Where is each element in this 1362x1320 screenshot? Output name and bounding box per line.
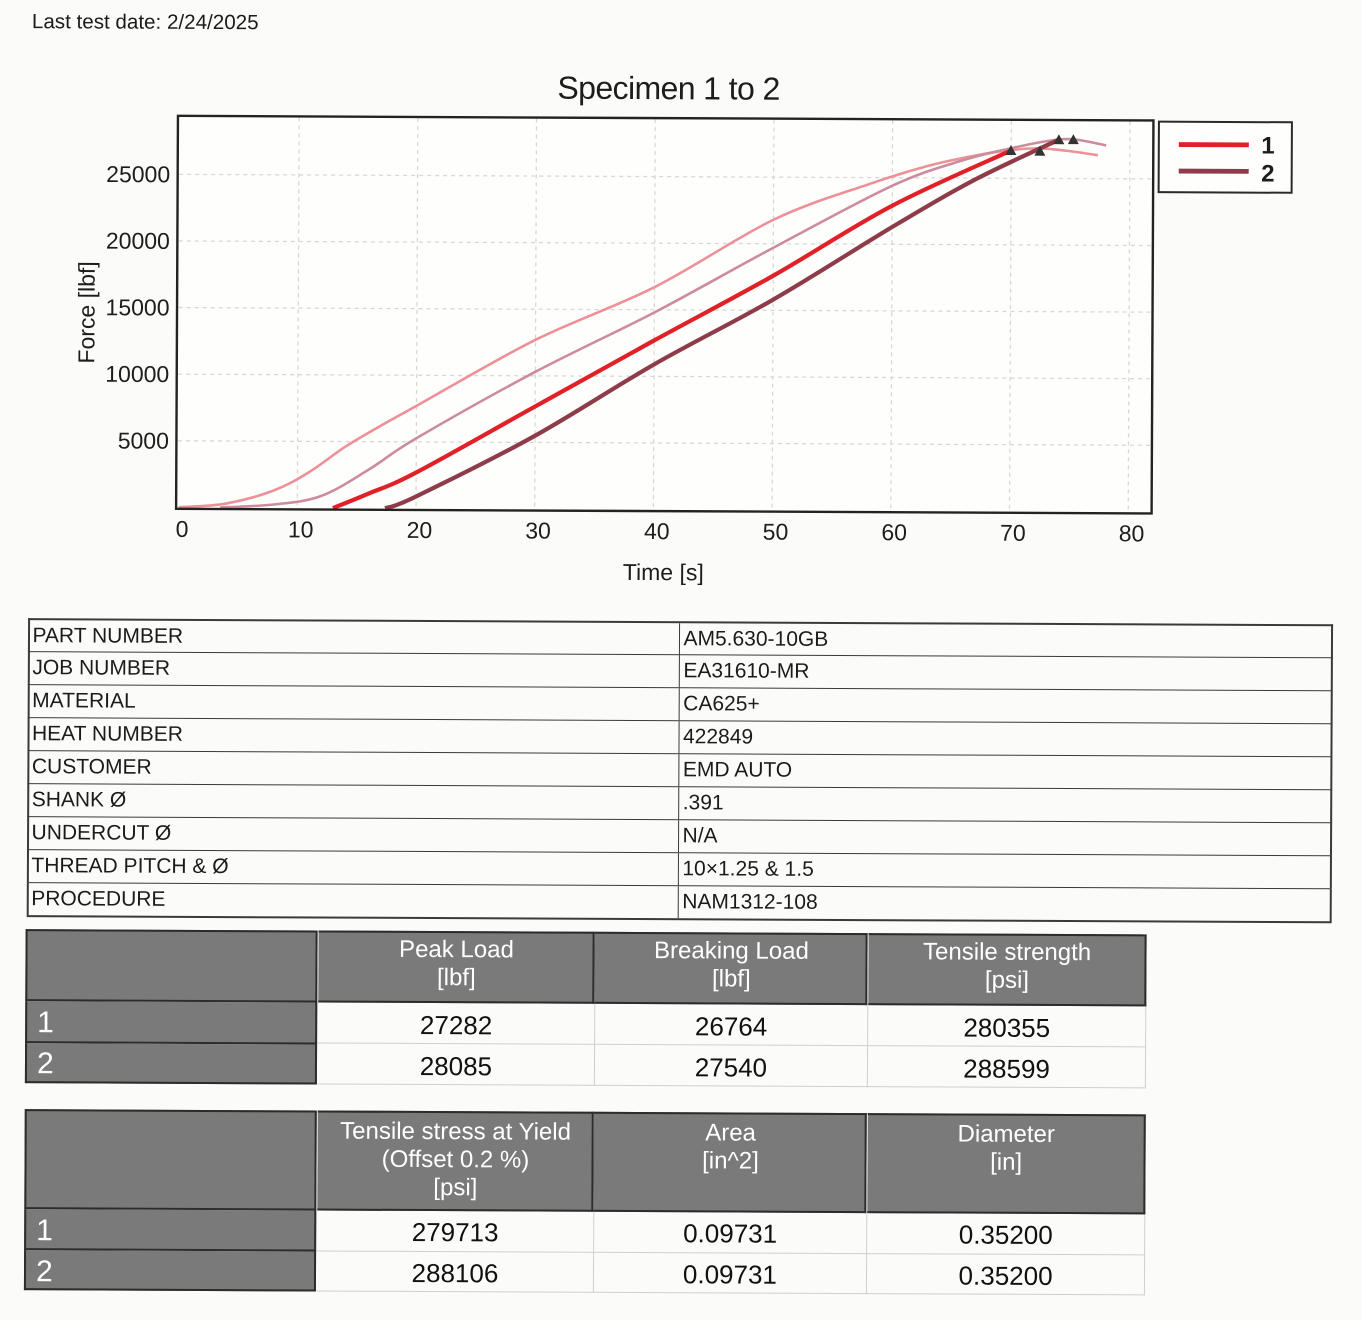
svg-text:10: 10 [288, 516, 314, 542]
svg-text:1: 1 [1261, 132, 1274, 159]
svg-text:20000: 20000 [106, 228, 170, 254]
svg-text:20: 20 [407, 517, 433, 543]
svg-text:2: 2 [1261, 160, 1274, 187]
svg-text:10000: 10000 [105, 361, 169, 387]
svg-text:50: 50 [763, 519, 789, 545]
svg-text:60: 60 [881, 519, 907, 545]
svg-text:70: 70 [1000, 520, 1026, 546]
svg-text:5000: 5000 [118, 427, 169, 453]
svg-text:25000: 25000 [106, 161, 170, 187]
svg-text:Force [lbf]: Force [lbf] [73, 261, 99, 363]
svg-text:15000: 15000 [106, 294, 170, 320]
svg-text:Specimen 1 to 2: Specimen 1 to 2 [557, 70, 779, 107]
svg-text:Time [s]: Time [s] [623, 559, 704, 585]
svg-text:40: 40 [644, 518, 670, 544]
svg-text:80: 80 [1119, 520, 1145, 546]
svg-text:0: 0 [176, 516, 189, 542]
svg-text:30: 30 [525, 517, 551, 543]
